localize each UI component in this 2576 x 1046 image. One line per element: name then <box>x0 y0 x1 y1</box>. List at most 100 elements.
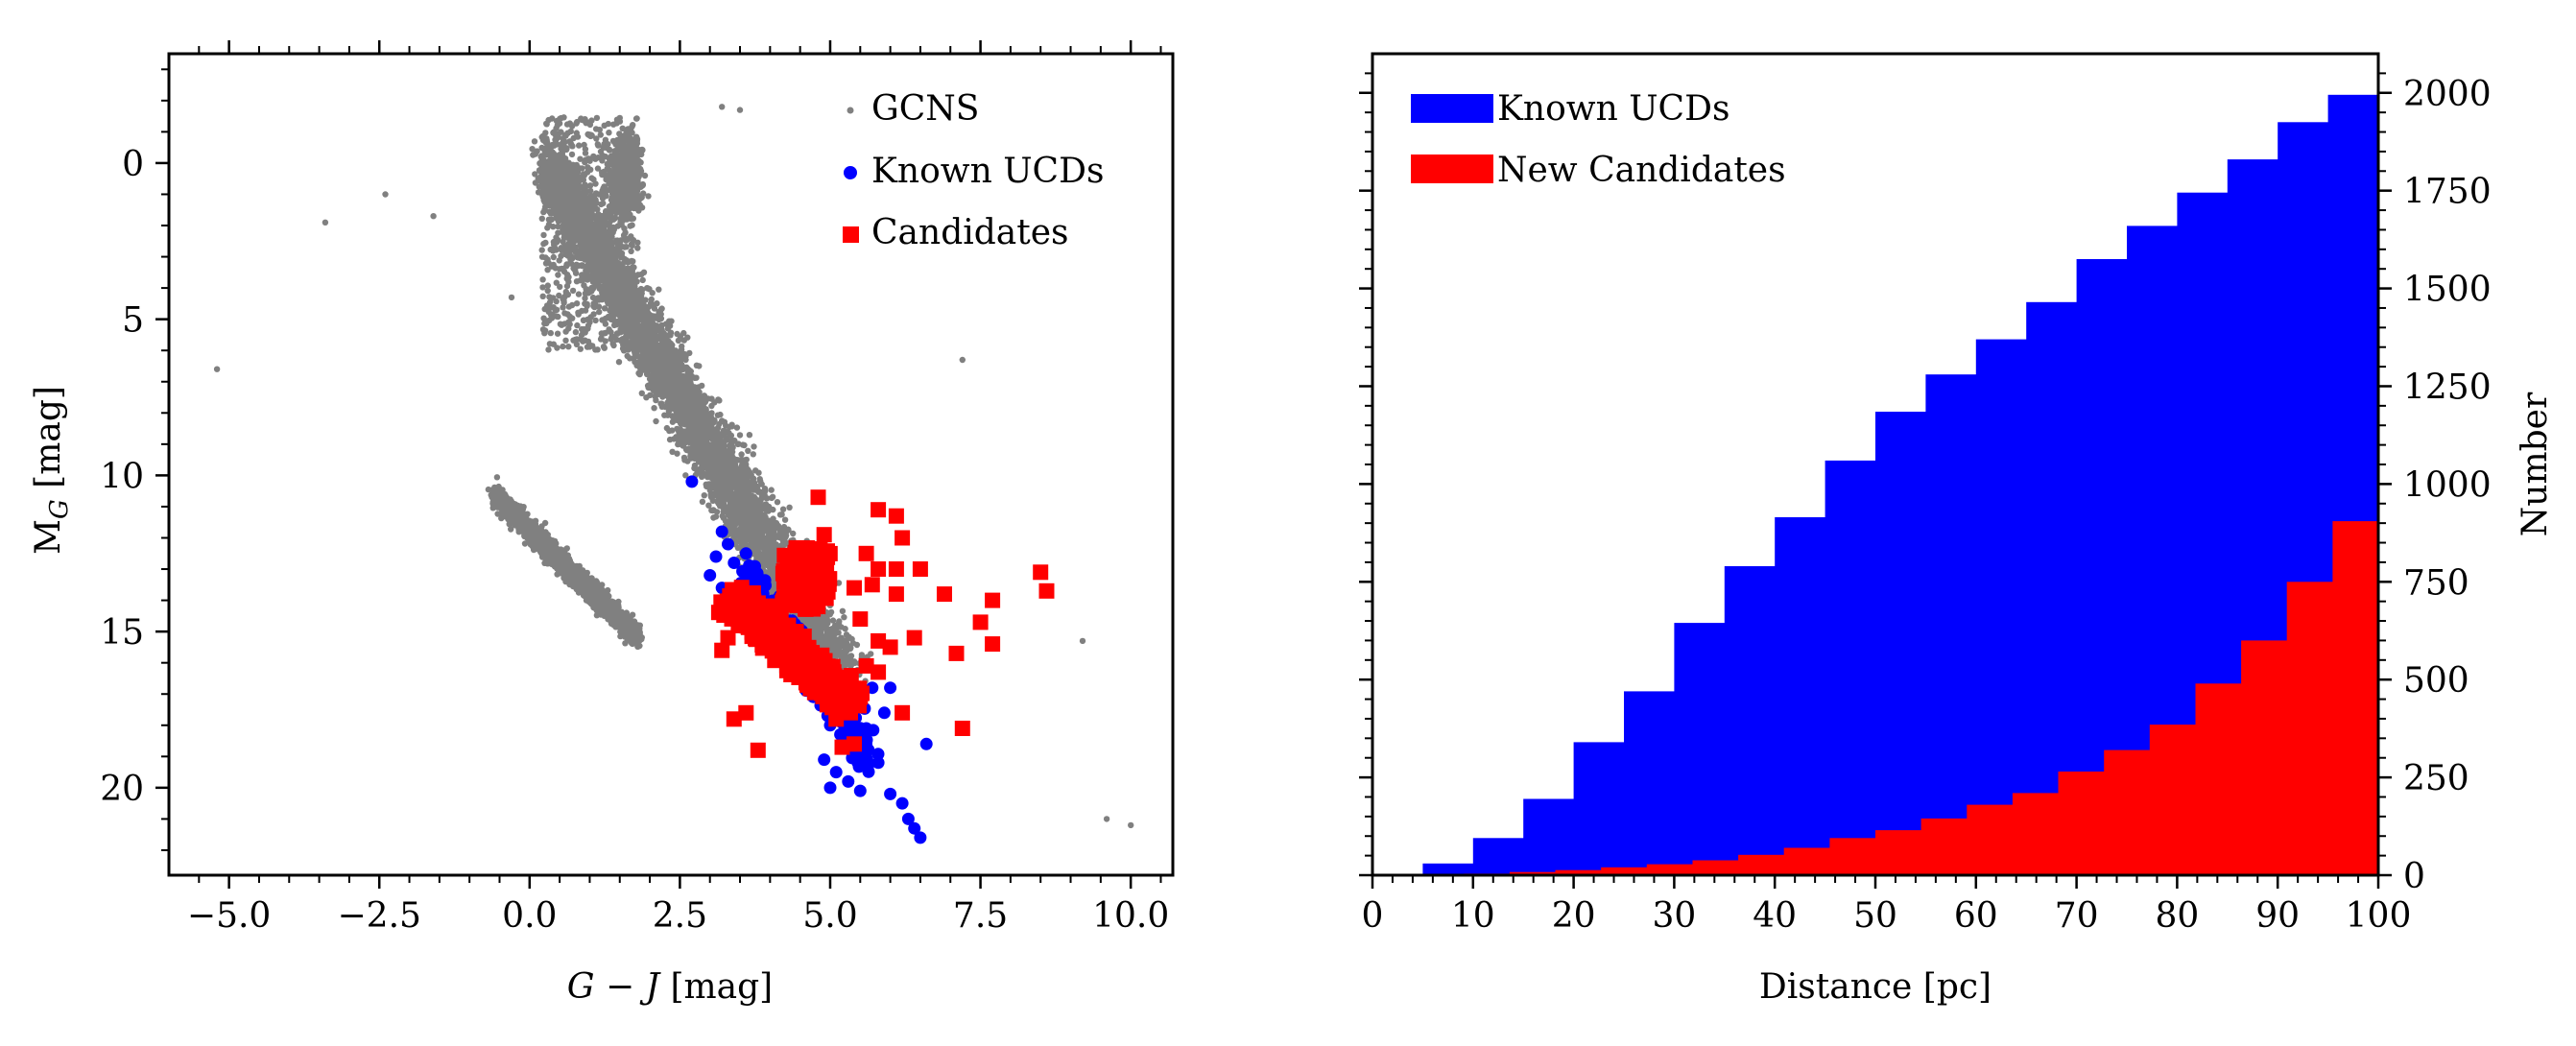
gcns-point <box>711 478 718 485</box>
gcns-point <box>656 286 662 293</box>
gcns-point <box>849 640 857 647</box>
gcns-point <box>779 506 787 512</box>
gcns-point <box>639 276 646 284</box>
gcns-point <box>646 317 653 323</box>
gcns-point <box>693 374 700 381</box>
gcns-point <box>680 412 686 418</box>
gcns-point <box>687 368 694 375</box>
gcns-point <box>868 651 874 657</box>
gcns-point <box>632 359 638 366</box>
gcns-point <box>706 487 713 494</box>
gcns-point <box>727 520 733 527</box>
gcns-point <box>734 440 742 448</box>
gcns-point <box>667 332 674 339</box>
gcns-point <box>781 516 789 523</box>
gcns-point <box>669 413 676 419</box>
scatter-points <box>213 104 1134 844</box>
gcns-point <box>776 511 784 518</box>
gcns-point <box>731 520 739 528</box>
gcns-point <box>658 403 665 410</box>
gcns-point <box>782 526 789 534</box>
gcns-point <box>661 368 669 374</box>
gcns-point <box>774 499 781 506</box>
gcns-point <box>681 350 688 358</box>
gcns-point <box>675 365 681 371</box>
gcns-point <box>701 404 707 412</box>
gcns-point <box>666 427 673 435</box>
gcns-point <box>634 245 641 251</box>
gcns-point <box>748 485 754 491</box>
gcns-point <box>769 493 776 500</box>
gcns-point <box>658 329 665 336</box>
gcns-point <box>654 386 660 392</box>
gcns-point <box>843 631 850 638</box>
gcns-point <box>637 296 645 302</box>
gcns-point <box>531 138 538 145</box>
gcns-point <box>726 504 732 511</box>
gcns-point <box>710 514 717 521</box>
gcns-point <box>674 450 680 457</box>
gcns-point <box>752 551 759 559</box>
gcns-point <box>561 155 569 162</box>
gcns-point <box>835 636 843 643</box>
gcns-point <box>754 483 761 490</box>
gcns-point <box>741 539 749 546</box>
gcns-point <box>601 305 608 312</box>
gcns-point <box>679 343 685 350</box>
gcns-point <box>715 500 722 507</box>
gcns-point <box>727 446 733 453</box>
gcns-point <box>680 405 686 412</box>
gcns-point <box>759 488 767 495</box>
gcns-point <box>766 521 774 529</box>
gcns-point <box>739 466 747 473</box>
gcns-point <box>786 504 793 511</box>
gcns-point <box>675 400 682 407</box>
gcns-point <box>669 448 676 455</box>
gcns-points <box>213 104 1134 829</box>
gcns-point <box>676 428 682 435</box>
gcns-point <box>709 436 716 442</box>
gcns-point <box>688 437 695 444</box>
gcns-point <box>638 390 645 396</box>
gcns-point <box>733 424 741 431</box>
gcns-point <box>647 321 654 328</box>
gcns-point <box>702 433 708 440</box>
gcns-point <box>677 333 683 340</box>
gcns-point <box>653 392 659 399</box>
gcns-point <box>640 269 648 275</box>
gcns-point <box>754 539 761 547</box>
gcns-point <box>771 527 777 535</box>
gcns-point <box>768 487 775 493</box>
gcns-point <box>847 645 853 653</box>
gcns-point <box>666 318 673 324</box>
gcns-point <box>636 370 643 378</box>
gcns-point <box>708 507 715 513</box>
gcns-point <box>755 469 762 476</box>
gcns-point <box>659 393 666 400</box>
gcns-point <box>841 641 847 648</box>
gcns-point <box>682 395 689 403</box>
gcns-point <box>532 171 538 178</box>
gcns-point <box>661 412 668 418</box>
gcns-point <box>681 457 688 464</box>
gcns-point <box>647 300 655 307</box>
gcns-point <box>838 652 846 658</box>
gcns-point <box>841 614 847 621</box>
gcns-point <box>790 530 797 537</box>
gcns-point <box>709 497 716 504</box>
gcns-point <box>666 436 674 443</box>
gcns-point <box>843 656 849 663</box>
gcns-point <box>632 350 638 357</box>
gcns-point <box>653 417 659 425</box>
gcns-point <box>669 380 677 387</box>
gcns-point <box>744 479 751 486</box>
gcns-point <box>701 492 707 499</box>
gcns-point <box>678 440 684 448</box>
gcns-point <box>568 151 576 158</box>
gcns-point <box>639 317 646 323</box>
gcns-point <box>829 617 837 624</box>
gcns-point <box>631 282 638 289</box>
gcns-point <box>651 405 657 412</box>
